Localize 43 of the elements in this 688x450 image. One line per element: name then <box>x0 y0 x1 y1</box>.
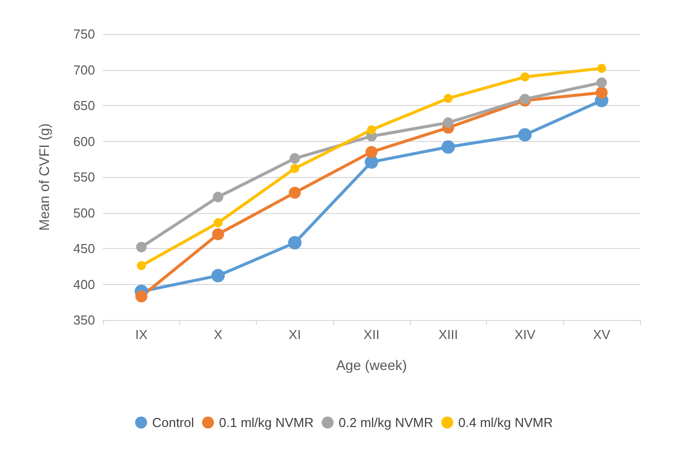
x-axis-title: Age (week) <box>336 357 407 373</box>
point <box>290 164 300 173</box>
point <box>214 218 223 228</box>
point <box>212 228 224 240</box>
point <box>366 146 378 158</box>
point <box>596 77 607 88</box>
point <box>290 153 300 164</box>
point <box>441 140 455 154</box>
point <box>136 242 147 252</box>
point <box>518 128 532 142</box>
point <box>288 186 301 199</box>
y-tick-label: 450 <box>73 241 95 256</box>
y-axis-title: Mean of CVFI (g) <box>36 123 52 231</box>
point <box>444 94 453 103</box>
x-tick-label: XV <box>592 327 611 342</box>
point <box>520 72 530 82</box>
point <box>288 236 302 250</box>
y-tick-label: 550 <box>73 170 95 184</box>
legend-label: 0.1 ml/kg NVMR <box>219 415 314 430</box>
y-tick-label: 700 <box>73 62 95 78</box>
point <box>212 192 224 202</box>
legend-label: 0.4 ml/kg NVMR <box>458 415 553 430</box>
x-tick-label: XI <box>288 327 301 342</box>
y-tick-label: 650 <box>73 98 95 113</box>
x-tick-label: XIII <box>438 327 458 342</box>
x-tick-label: X <box>214 327 223 342</box>
point <box>367 125 376 134</box>
y-tick-label: 350 <box>73 312 95 328</box>
x-tick-label: XII <box>364 327 380 342</box>
y-tick-label: 600 <box>73 134 95 149</box>
point <box>135 290 148 302</box>
point <box>442 117 454 128</box>
legend-label: 0.2 ml/kg NVMR <box>338 415 434 430</box>
point <box>597 64 606 73</box>
y-tick-label: 750 <box>73 26 95 42</box>
point <box>136 261 146 270</box>
x-tick-label: XIV <box>514 327 536 342</box>
point <box>211 268 225 282</box>
y-tick-label: 400 <box>73 276 95 292</box>
point <box>596 86 608 99</box>
legend-label: Control <box>152 415 194 430</box>
x-tick-label: IX <box>135 327 148 342</box>
y-tick-label: 500 <box>73 205 95 220</box>
